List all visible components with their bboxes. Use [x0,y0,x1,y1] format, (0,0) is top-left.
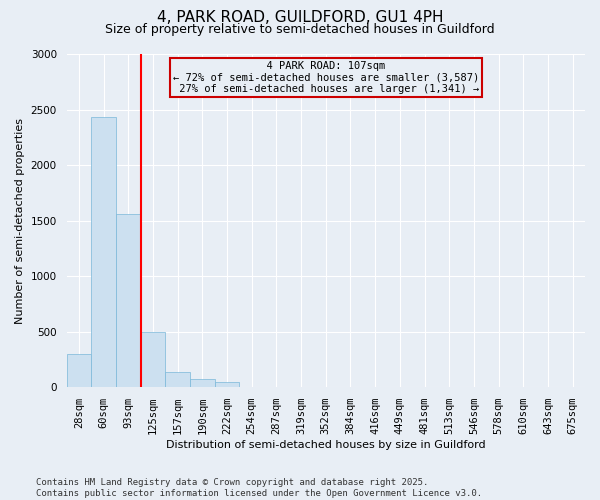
Bar [140,332,165,387]
Bar [165,372,190,387]
Bar [116,214,140,387]
Bar [91,118,116,387]
Bar [190,379,215,387]
X-axis label: Distribution of semi-detached houses by size in Guildford: Distribution of semi-detached houses by … [166,440,485,450]
Text: Contains HM Land Registry data © Crown copyright and database right 2025.
Contai: Contains HM Land Registry data © Crown c… [36,478,482,498]
Text: 4, PARK ROAD, GUILDFORD, GU1 4PH: 4, PARK ROAD, GUILDFORD, GU1 4PH [157,10,443,25]
Bar [67,354,91,387]
Bar [215,382,239,387]
Text: Size of property relative to semi-detached houses in Guildford: Size of property relative to semi-detach… [105,22,495,36]
Text: 4 PARK ROAD: 107sqm  
← 72% of semi-detached houses are smaller (3,587)
 27% of : 4 PARK ROAD: 107sqm ← 72% of semi-detach… [173,60,479,94]
Y-axis label: Number of semi-detached properties: Number of semi-detached properties [15,118,25,324]
